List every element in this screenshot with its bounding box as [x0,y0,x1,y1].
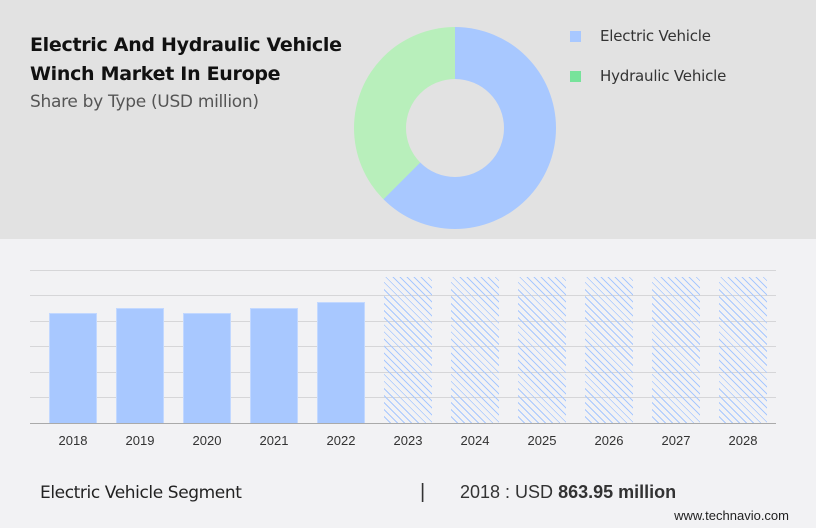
segment-value: 2018 : USD 863.95 million [460,482,676,503]
title-line-2: Winch Market In Europe [30,63,281,85]
x-tick-label: 2018 [58,433,88,448]
donut-hole [406,79,504,177]
bar [183,313,231,423]
source-url: www.technavio.com [674,508,789,523]
bar [317,302,365,423]
legend-electric: Electric Vehicle [570,27,711,45]
value-prefix: 2018 : USD [460,482,559,502]
legend-swatch-hydraulic [570,70,581,82]
legend-hydraulic: Hydraulic Vehicle [570,67,726,85]
subtitle: Share by Type (USD million) [30,92,259,112]
forecast-bar [719,277,767,423]
legend-label: Electric Vehicle [600,27,711,45]
bar [250,308,298,423]
x-tick-label: 2023 [393,433,423,448]
x-tick-label: 2026 [594,433,624,448]
gridline [30,270,776,271]
separator: | [420,481,426,503]
bar [49,313,97,423]
x-tick-label: 2021 [259,433,289,448]
x-tick-label: 2022 [326,433,356,448]
legend-label: Hydraulic Vehicle [600,67,727,85]
x-tick-label: 2024 [460,433,490,448]
page-title: Electric And Hydraulic Vehicle Winch Mar… [30,31,342,89]
forecast-bar [451,277,499,423]
forecast-bar [652,277,700,423]
x-axis [30,423,776,424]
segment-label: Electric Vehicle Segment [40,483,242,503]
forecast-bar [384,277,432,423]
x-tick-label: 2027 [661,433,691,448]
forecast-bar [518,277,566,423]
legend-swatch-electric [570,30,581,42]
x-tick-label: 2028 [728,433,758,448]
title-line-1: Electric And Hydraulic Vehicle [30,34,342,56]
bar [116,308,164,423]
x-tick-label: 2019 [125,433,155,448]
value-bold: 863.95 million [558,482,677,502]
x-tick-label: 2025 [527,433,557,448]
forecast-bar [585,277,633,423]
x-tick-label: 2020 [192,433,222,448]
